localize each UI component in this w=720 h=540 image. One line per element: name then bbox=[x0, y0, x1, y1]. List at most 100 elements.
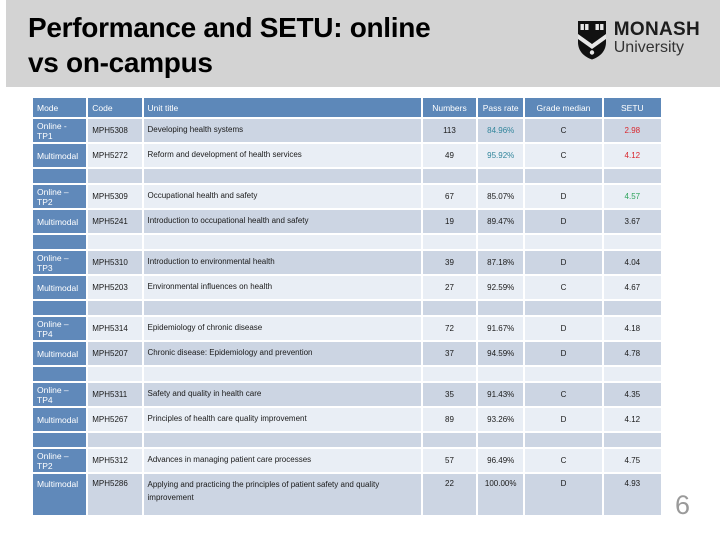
page-title-line1: Performance and SETU: online bbox=[28, 12, 431, 43]
cell-pass-rate: 84.96% bbox=[478, 119, 524, 142]
spacer-row bbox=[33, 367, 661, 381]
table-row: Online – TP4 MPH5314 Epidemiology of chron… bbox=[33, 317, 661, 340]
spacer-mode-cell bbox=[33, 367, 87, 381]
spacer-cell bbox=[422, 367, 477, 381]
table-row: Online - TP1 MPH5308 Developing health sys… bbox=[33, 119, 661, 142]
table-row: Online – TP3 MPH5310 Introduction to envir… bbox=[33, 251, 661, 274]
table-header-row: Mode Code Unit title Numbers Pass rate G… bbox=[33, 98, 661, 117]
cell-mode: Online - TP1 bbox=[33, 119, 87, 142]
cell-pass-rate: 91.43% bbox=[478, 383, 524, 406]
table-row: Multimodal MPH5203 Environmental influence… bbox=[33, 276, 661, 299]
cell-grade-median: C bbox=[525, 276, 602, 299]
cell-setu: 4.35 bbox=[603, 383, 661, 406]
spacer-cell bbox=[143, 433, 421, 447]
cell-numbers: 19 bbox=[422, 210, 477, 233]
spacer-cell bbox=[603, 301, 661, 315]
cell-pass-rate: 91.67% bbox=[478, 317, 524, 340]
cell-setu: 4.78 bbox=[603, 342, 661, 365]
spacer-cell bbox=[478, 169, 524, 183]
spacer-cell bbox=[88, 169, 142, 183]
spacer-cell bbox=[143, 301, 421, 315]
spacer-cell bbox=[88, 433, 142, 447]
cell-unit-title: Advances in managing patient care proces… bbox=[143, 449, 421, 472]
cell-code: MPH5312 bbox=[88, 449, 142, 472]
cell-code: MPH5310 bbox=[88, 251, 142, 274]
header-banner: Performance and SETU: online vs on-campu… bbox=[6, 0, 720, 87]
spacer-cell bbox=[603, 367, 661, 381]
cell-code: MPH5267 bbox=[88, 408, 142, 431]
spacer-cell bbox=[525, 235, 602, 249]
cell-grade-median: C bbox=[525, 383, 602, 406]
cell-code: MPH5309 bbox=[88, 185, 142, 208]
cell-mode: Multimodal bbox=[33, 210, 87, 233]
spacer-cell bbox=[478, 367, 524, 381]
spacer-cell bbox=[88, 301, 142, 315]
spacer-cell bbox=[422, 433, 477, 447]
cell-unit-title: Principles of health care quality improv… bbox=[143, 408, 421, 431]
cell-code: MPH5308 bbox=[88, 119, 142, 142]
header-setu: SETU bbox=[603, 98, 661, 117]
spacer-mode-cell bbox=[33, 169, 87, 183]
cell-numbers: 35 bbox=[422, 383, 477, 406]
cell-numbers: 57 bbox=[422, 449, 477, 472]
table-body: Online - TP1 MPH5308 Developing health sys… bbox=[33, 119, 661, 515]
cell-unit-title: Applying and practicing the principles o… bbox=[143, 474, 421, 515]
cell-setu: 4.75 bbox=[603, 449, 661, 472]
cell-grade-median: D bbox=[525, 210, 602, 233]
spacer-mode-cell bbox=[33, 235, 87, 249]
cell-mode: Multimodal bbox=[33, 474, 87, 515]
cell-pass-rate: 89.47% bbox=[478, 210, 524, 233]
spacer-cell bbox=[143, 367, 421, 381]
cell-code: MPH5207 bbox=[88, 342, 142, 365]
cell-unit-title: Developing health systems bbox=[143, 119, 421, 142]
header-grade-median: Grade median bbox=[525, 98, 602, 117]
cell-pass-rate: 94.59% bbox=[478, 342, 524, 365]
cell-pass-rate: 95.92% bbox=[478, 144, 524, 167]
cell-grade-median: D bbox=[525, 474, 602, 515]
spacer-cell bbox=[603, 235, 661, 249]
cell-code: MPH5272 bbox=[88, 144, 142, 167]
header-mode: Mode bbox=[33, 98, 87, 117]
cell-mode: Multimodal bbox=[33, 342, 87, 365]
cell-numbers: 113 bbox=[422, 119, 477, 142]
spacer-cell bbox=[603, 433, 661, 447]
cell-pass-rate: 92.59% bbox=[478, 276, 524, 299]
spacer-mode-cell bbox=[33, 433, 87, 447]
cell-unit-title: Epidemiology of chronic disease bbox=[143, 317, 421, 340]
cell-code: MPH5314 bbox=[88, 317, 142, 340]
cell-setu: 2.98 bbox=[603, 119, 661, 142]
monash-logo: MONASH University bbox=[577, 20, 700, 60]
page-title: Performance and SETU: online vs on-campu… bbox=[28, 10, 431, 80]
cell-numbers: 27 bbox=[422, 276, 477, 299]
cell-grade-median: C bbox=[525, 144, 602, 167]
cell-setu: 4.18 bbox=[603, 317, 661, 340]
table-row: Multimodal MPH5207 Chronic disease: Epidem… bbox=[33, 342, 661, 365]
cell-setu: 3.67 bbox=[603, 210, 661, 233]
cell-grade-median: D bbox=[525, 342, 602, 365]
spacer-cell bbox=[143, 235, 421, 249]
header-code: Code bbox=[88, 98, 142, 117]
cell-code: MPH5286 bbox=[88, 474, 142, 515]
cell-unit-title: Safety and quality in health care bbox=[143, 383, 421, 406]
spacer-cell bbox=[88, 367, 142, 381]
cell-grade-median: C bbox=[525, 449, 602, 472]
monash-logo-name: MONASH bbox=[613, 19, 700, 40]
cell-grade-median: D bbox=[525, 317, 602, 340]
cell-numbers: 72 bbox=[422, 317, 477, 340]
cell-unit-title: Reform and development of health service… bbox=[143, 144, 421, 167]
header-pass-rate: Pass rate bbox=[478, 98, 524, 117]
cell-unit-title: Introduction to environmental health bbox=[143, 251, 421, 274]
table-row: Multimodal MPH5286 Applying and practicing… bbox=[33, 474, 661, 515]
page-title-line2: vs on-campus bbox=[28, 47, 213, 78]
cell-code: MPH5203 bbox=[88, 276, 142, 299]
spacer-cell bbox=[422, 301, 477, 315]
spacer-cell bbox=[525, 367, 602, 381]
table-row: Online – TP4 MPH5311 Safety and quality in… bbox=[33, 383, 661, 406]
cell-setu: 4.67 bbox=[603, 276, 661, 299]
cell-setu: 4.12 bbox=[603, 144, 661, 167]
cell-mode: Online – TP2 bbox=[33, 185, 87, 208]
spacer-cell bbox=[478, 301, 524, 315]
spacer-cell bbox=[478, 433, 524, 447]
cell-numbers: 37 bbox=[422, 342, 477, 365]
cell-numbers: 22 bbox=[422, 474, 477, 515]
